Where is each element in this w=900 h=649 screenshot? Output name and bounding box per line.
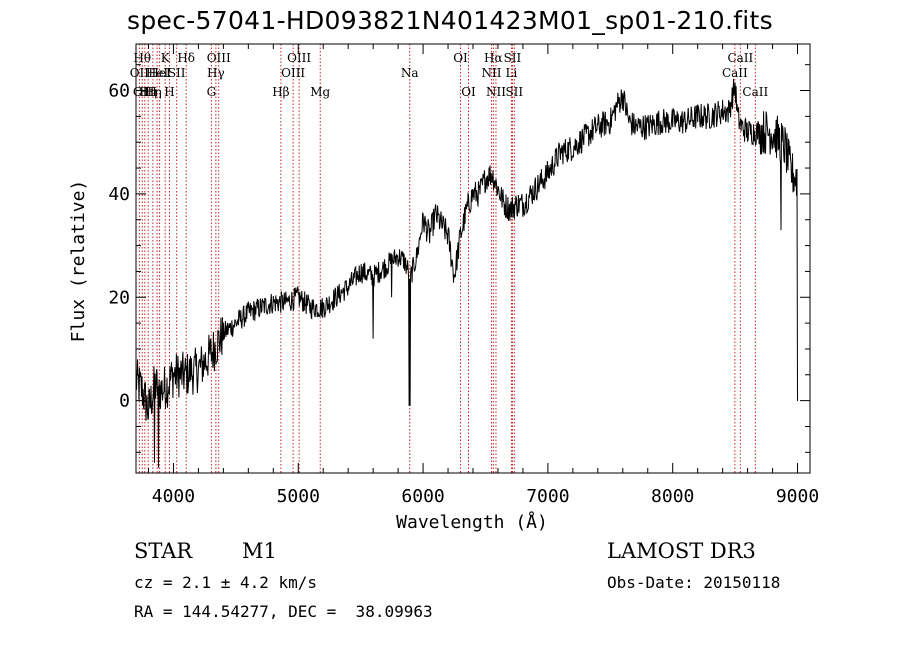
line-label-3: Hη [139, 85, 157, 99]
x-tick-label-0: 4000 [152, 486, 195, 507]
y-tick-label-0: 0 [119, 391, 130, 412]
chart-title: spec-57041-HD093821N401423M01_sp01-210.f… [127, 6, 773, 35]
line-label-17: Mg [310, 85, 330, 99]
line-label-6: HeI [148, 66, 171, 80]
x-tick-label-3: 7000 [526, 486, 569, 507]
line-label-15: OIII [281, 66, 305, 80]
y-tick-label-1: 20 [108, 287, 130, 308]
line-label-16: OIII [287, 51, 311, 65]
x-tick-label-1: 5000 [277, 486, 320, 507]
x-axis-label: Wavelength (Å) [396, 511, 548, 533]
line-label-27: CaII [722, 66, 748, 80]
line-label-25: SII [504, 51, 522, 65]
line-label-24: Li [506, 66, 518, 80]
line-label-18: Na [401, 66, 419, 80]
observation-date: Obs-Date: 20150118 [607, 573, 781, 592]
spectrum-plot: OIIHθOIIIHηHηHeIHeIKHSIIHδGHγOIIIHβOIIIO… [68, 43, 819, 533]
y-axis-label: Flux (relative) [68, 180, 89, 343]
line-label-20: OI [461, 85, 476, 99]
line-label-4: Hη [144, 85, 162, 99]
object-type: STAR [134, 539, 193, 563]
line-label-12: Hγ [207, 66, 225, 80]
flux-series [135, 78, 798, 468]
line-label-28: CaII [727, 51, 753, 65]
x-tick-label-2: 6000 [401, 486, 444, 507]
ra-dec-coordinates: RA = 144.54277, DEC = 38.09963 [134, 602, 433, 621]
line-label-10: Hδ [177, 51, 195, 65]
x-tick-label-4: 8000 [651, 486, 694, 507]
y-tick-label-3: 60 [108, 81, 130, 102]
line-label-8: H [164, 85, 174, 99]
emission-line-markers [138, 44, 756, 473]
line-label-19: OI [453, 51, 468, 65]
survey-name: LAMOST DR3 [607, 539, 756, 563]
line-label-21: NII [481, 66, 501, 80]
line-label-14: Hβ [272, 85, 289, 99]
line-label-13: OIII [207, 51, 231, 65]
redshift-velocity: cz = 2.1 ± 4.2 km/s [134, 573, 318, 592]
line-label-2: OIII [133, 85, 157, 99]
line-label-11: G [207, 85, 217, 99]
emission-line-labels: OIIHθOIIIHηHηHeIHeIKHSIIHδGHγOIIIHβOIIIO… [130, 51, 769, 99]
axis-ticks [136, 44, 810, 473]
x-tick-label-5: 9000 [776, 486, 819, 507]
y-tick-label-2: 40 [108, 184, 130, 205]
line-label-29: CaII [742, 85, 768, 99]
line-label-22: Hα [484, 51, 503, 65]
line-label-7: K [161, 51, 171, 65]
line-label-23: NII [486, 85, 506, 99]
line-label-9: SII [168, 66, 186, 80]
object-class: M1 [242, 539, 277, 563]
line-label-0: OII [130, 66, 150, 80]
line-label-1: Hθ [133, 51, 151, 65]
spectrum-line [135, 78, 798, 468]
axis-tick-labels: 4000 5000 6000 7000 8000 9000 0 20 40 60 [108, 81, 819, 507]
line-label-26: SII [505, 85, 523, 99]
line-label-5: HeI [146, 66, 169, 80]
